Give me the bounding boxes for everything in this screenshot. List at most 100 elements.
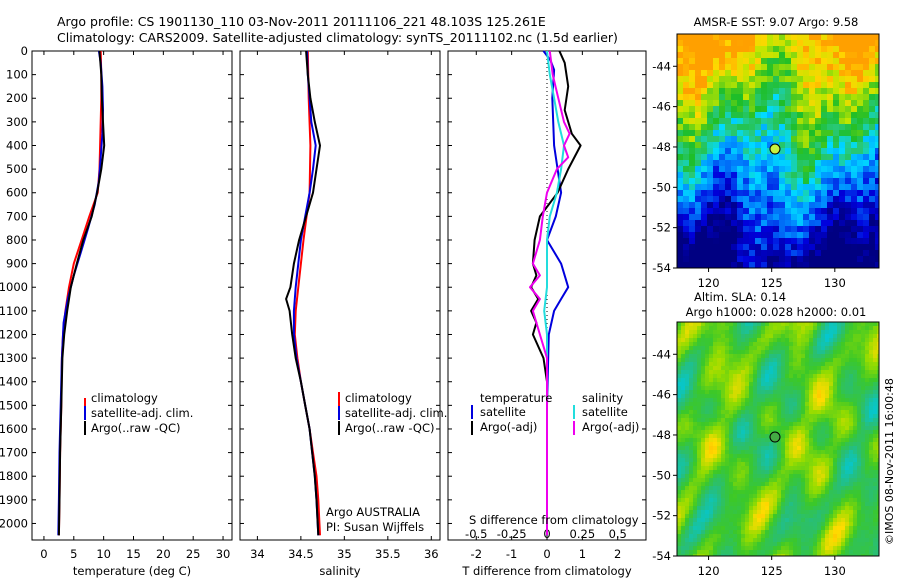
map-cell — [733, 542, 737, 546]
map-cell — [707, 70, 713, 76]
map-cell — [689, 106, 695, 112]
map-cell — [857, 46, 863, 52]
map-cell — [741, 374, 745, 378]
map-cell — [717, 362, 721, 366]
map-cell — [789, 530, 793, 534]
map-cell — [689, 554, 693, 556]
map-cell — [805, 454, 809, 458]
map-cell — [701, 430, 705, 434]
map-cell — [803, 58, 809, 64]
map-cell — [793, 446, 797, 450]
map-cell — [825, 366, 829, 370]
map-cell — [785, 374, 789, 378]
map-cell — [701, 486, 705, 490]
map-cell — [701, 370, 705, 374]
y-tick-label: 400 — [6, 138, 28, 152]
map-cell — [733, 534, 737, 538]
map-cell — [849, 366, 853, 370]
map-cell — [839, 136, 845, 142]
map-cell — [737, 506, 741, 510]
map-cell — [725, 256, 731, 262]
map-cell — [801, 358, 805, 362]
map-cell — [773, 426, 777, 430]
map-cell — [809, 406, 813, 410]
map-cell — [689, 354, 693, 358]
map-cell — [869, 394, 873, 398]
map-cell — [729, 518, 733, 522]
map-cell — [745, 498, 749, 502]
map-cell — [707, 100, 713, 106]
map-cell — [873, 506, 877, 510]
map-cell — [695, 64, 701, 70]
map-cell — [717, 426, 721, 430]
map-cell — [791, 100, 797, 106]
map-cell — [877, 438, 879, 442]
map-cell — [873, 346, 877, 350]
map-cell — [797, 346, 801, 350]
map-cell — [853, 350, 857, 354]
map-cell — [725, 382, 729, 386]
map-cell — [749, 136, 755, 142]
x-tick-label: 130 — [824, 276, 846, 290]
map-cell — [833, 366, 837, 370]
map-cell — [769, 470, 773, 474]
map-cell — [737, 478, 741, 482]
map-cell — [705, 534, 709, 538]
map-cell — [769, 370, 773, 374]
map-cell — [709, 506, 713, 510]
map-cell — [851, 154, 857, 160]
map-cell — [765, 370, 769, 374]
map-cell — [755, 256, 761, 262]
map-cell — [789, 514, 793, 518]
map-cell — [797, 406, 801, 410]
map-cell — [813, 442, 817, 446]
map-cell — [877, 514, 879, 518]
map-cell — [749, 542, 753, 546]
map-cell — [813, 494, 817, 498]
map-cell — [693, 458, 697, 462]
map-cell — [857, 172, 863, 178]
map-cell — [851, 64, 857, 70]
map-cell — [805, 434, 809, 438]
map-cell — [749, 70, 755, 76]
map-cell — [827, 82, 833, 88]
map-cell — [701, 100, 707, 106]
map-cell — [693, 474, 697, 478]
map-cell — [745, 486, 749, 490]
map-cell — [853, 478, 857, 482]
map-cell — [737, 196, 743, 202]
map-cell — [749, 330, 753, 334]
map-cell — [839, 46, 845, 52]
map-cell — [689, 506, 693, 510]
map-cell — [705, 398, 709, 402]
map-cell — [695, 52, 701, 58]
map-cell — [791, 46, 797, 52]
map-cell — [841, 442, 845, 446]
map-cell — [765, 514, 769, 518]
map-cell — [737, 226, 743, 232]
map-cell — [737, 46, 743, 52]
map-cell — [833, 76, 839, 82]
y-tick-label: -50 — [652, 468, 671, 482]
map-cell — [877, 522, 879, 526]
map-cell — [757, 506, 761, 510]
map-cell — [869, 334, 873, 338]
map-cell — [837, 338, 841, 342]
map-cell — [725, 550, 729, 554]
map-cell — [815, 226, 821, 232]
map-cell — [693, 526, 697, 530]
map-cell — [773, 214, 779, 220]
map-cell — [713, 462, 717, 466]
map-cell — [877, 550, 879, 554]
map-cell — [753, 542, 757, 546]
map-cell — [877, 494, 879, 498]
map-cell — [737, 502, 741, 506]
map-cell — [683, 202, 689, 208]
map-cell — [709, 414, 713, 418]
map-cell — [793, 510, 797, 514]
map-cell — [693, 538, 697, 542]
map-cell — [793, 466, 797, 470]
map-cell — [837, 470, 841, 474]
map-cell — [749, 148, 755, 154]
map-cell — [685, 402, 689, 406]
